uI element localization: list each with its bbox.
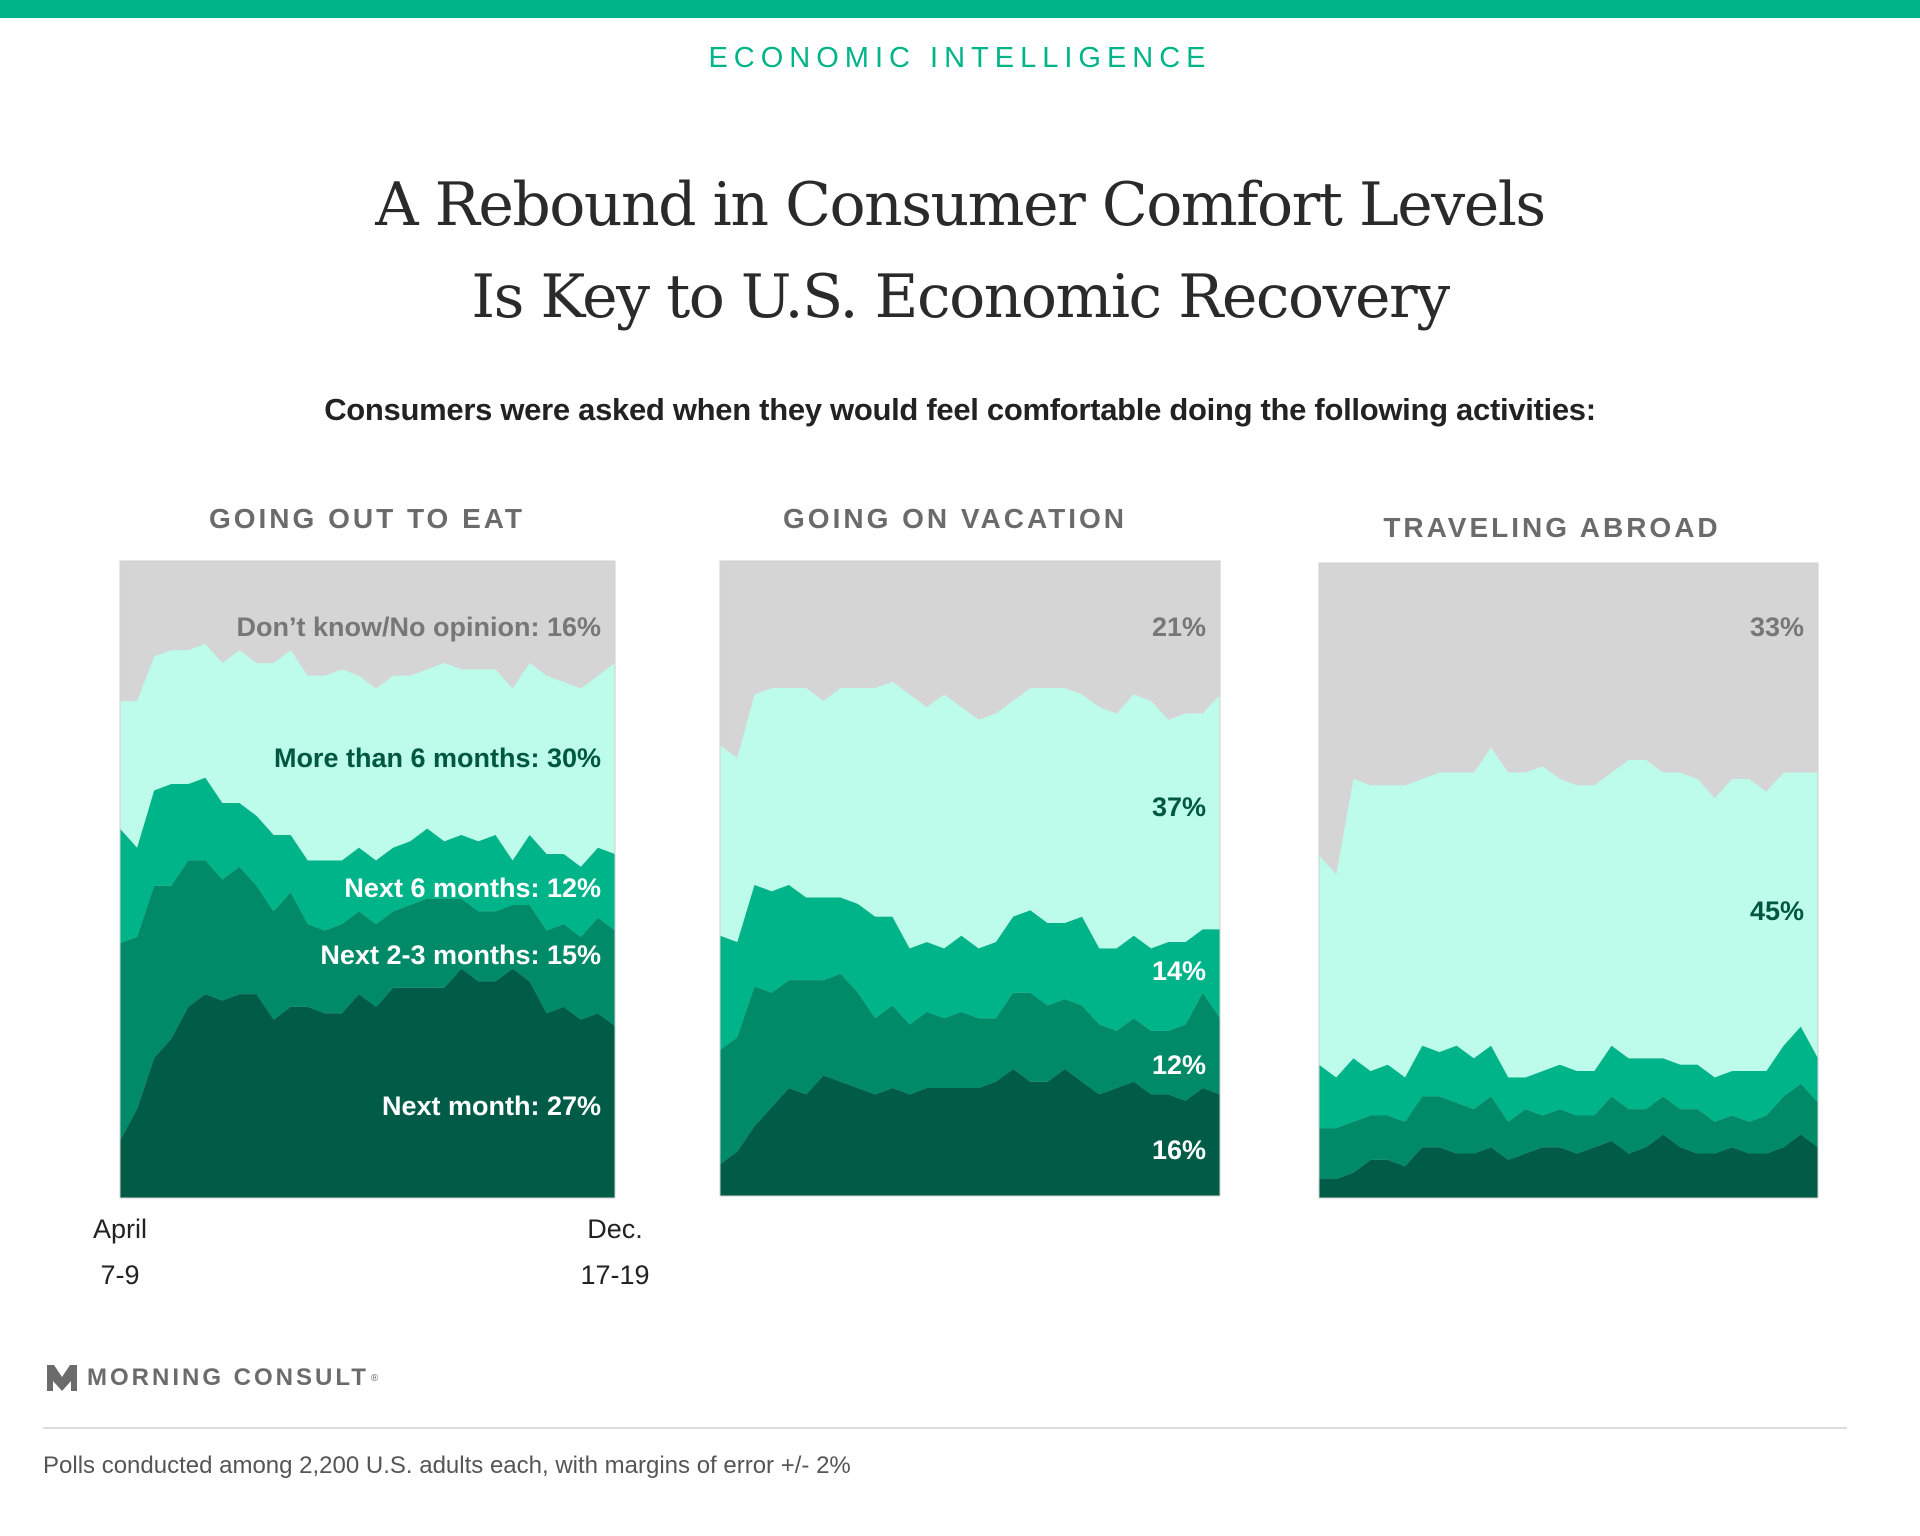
plot-border bbox=[119, 560, 616, 1199]
top-accent-bar bbox=[0, 0, 1920, 18]
series-label-next-month: Next month: 27% bbox=[382, 1091, 601, 1121]
plot-border bbox=[719, 560, 1221, 1197]
subtitle: Consumers were asked when they would fee… bbox=[324, 392, 1596, 427]
area-don-t-know-no-opinion bbox=[120, 561, 615, 702]
area-next-month bbox=[1319, 1134, 1818, 1198]
series-label-more-than-6-months: More than 6 months: 30% bbox=[274, 743, 601, 773]
footer-note: Polls conducted among 2,200 U.S. adults … bbox=[43, 1452, 851, 1479]
chart-vacation: 16% 12% 14% 37% 21% bbox=[719, 560, 1221, 1197]
series-label-more-than-6-months: 37% bbox=[1152, 792, 1206, 822]
area-next-6-months bbox=[1319, 1026, 1818, 1129]
series-label-next-month: 16% bbox=[1152, 1135, 1206, 1165]
headline-line-2: Is Key to U.S. Economic Recovery bbox=[471, 262, 1450, 332]
area-next-2-3-months bbox=[720, 973, 1220, 1165]
series-label-next-2-3-months: 12% bbox=[1152, 1050, 1206, 1080]
series-label-don-t-know-no-opinion: 33% bbox=[1750, 612, 1804, 642]
chart-eat-out: Next month: 27% Next 2-3 months: 15% Next … bbox=[119, 560, 616, 1199]
footer-divider bbox=[43, 1427, 1847, 1429]
x-axis-start: April 7-9 bbox=[60, 1206, 180, 1298]
series-label-more-than-6-months: 45% bbox=[1750, 896, 1804, 926]
chart-title-eat-out: GOING OUT TO EAT bbox=[208, 503, 526, 534]
x-start-days: 7-9 bbox=[100, 1260, 140, 1290]
area-more-than-6-months bbox=[120, 643, 615, 867]
area-more-than-6-months bbox=[720, 681, 1220, 949]
chart-title-vacation: GOING ON VACATION bbox=[783, 503, 1127, 534]
area-don-t-know-no-opinion bbox=[720, 561, 1220, 758]
series-label-next-6-months: 14% bbox=[1152, 956, 1206, 986]
chart-abroad: 45% 33% bbox=[1318, 562, 1819, 1199]
area-don-t-know-no-opinion bbox=[1319, 563, 1818, 875]
section-kicker: ECONOMIC INTELLIGENCE bbox=[708, 42, 1212, 74]
headline-line-1: A Rebound in Consumer Comfort Levels bbox=[375, 170, 1546, 240]
area-next-6-months bbox=[720, 884, 1220, 1050]
x-end-days: 17-19 bbox=[580, 1260, 650, 1290]
series-label-don-t-know-no-opinion: Don’t know/No opinion: 16% bbox=[237, 612, 601, 642]
area-next-2-3-months bbox=[120, 860, 615, 1141]
area-next-2-3-months bbox=[1319, 1083, 1818, 1179]
series-label-don-t-know-no-opinion: 21% bbox=[1152, 612, 1206, 642]
chart-title-abroad: TRAVELING ABROAD bbox=[1383, 512, 1721, 543]
area-next-6-months bbox=[120, 777, 615, 944]
brand-name: MORNING CONSULT bbox=[87, 1364, 369, 1391]
series-label-next-2-3-months: Next 2-3 months: 15% bbox=[320, 940, 601, 970]
x-end-month: Dec. bbox=[587, 1214, 643, 1244]
area-more-than-6-months bbox=[1319, 747, 1818, 1078]
brand-registered-mark: ® bbox=[370, 1372, 379, 1384]
area-next-month bbox=[120, 968, 615, 1198]
x-start-month: April bbox=[92, 1214, 147, 1244]
brand-logo: MORNING CONSULT ® bbox=[47, 1364, 378, 1392]
series-label-next-6-months: Next 6 months: 12% bbox=[344, 873, 601, 903]
plot-border bbox=[1318, 562, 1819, 1199]
area-next-month bbox=[720, 1069, 1220, 1196]
x-axis-end: Dec. 17-19 bbox=[555, 1206, 675, 1298]
morning-consult-m-icon bbox=[47, 1365, 77, 1391]
